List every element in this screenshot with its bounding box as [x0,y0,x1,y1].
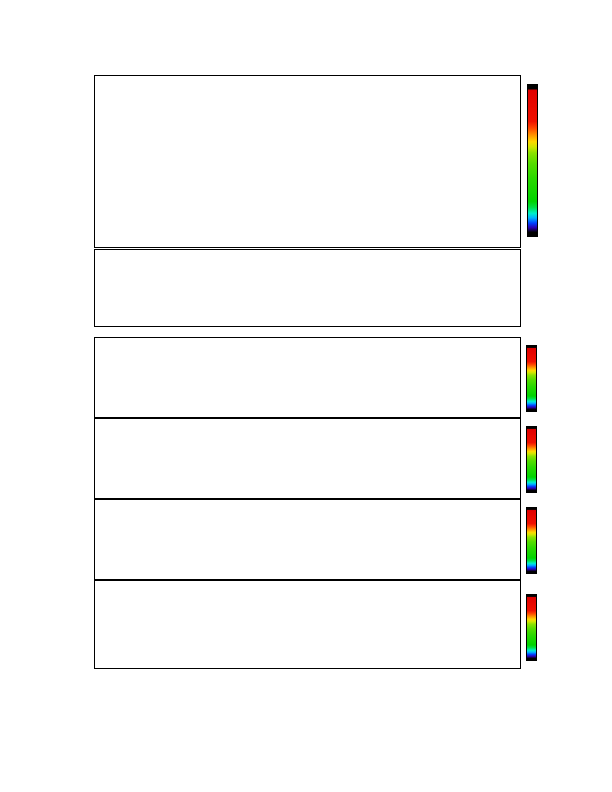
d-sensor-spectrogram-panel [94,580,521,669]
d-colorbar [526,594,537,661]
a-sensor-canvas [95,338,519,416]
d-sensor-canvas [95,581,519,667]
total-colorbar [527,84,538,237]
c-sensor-spectrogram-panel [94,499,521,580]
a-colorbar [526,345,537,412]
angle-plot-panel [94,249,521,327]
c-colorbar [526,507,537,574]
angle-plot-canvas [95,250,519,325]
b-sensor-spectrogram-panel [94,418,521,499]
total-spectrogram-panel [94,75,521,248]
a-sensor-spectrogram-panel [94,337,521,418]
b-sensor-canvas [95,419,519,497]
b-colorbar [526,426,537,493]
total-spectrogram-canvas [95,76,519,246]
c-sensor-canvas [95,500,519,578]
